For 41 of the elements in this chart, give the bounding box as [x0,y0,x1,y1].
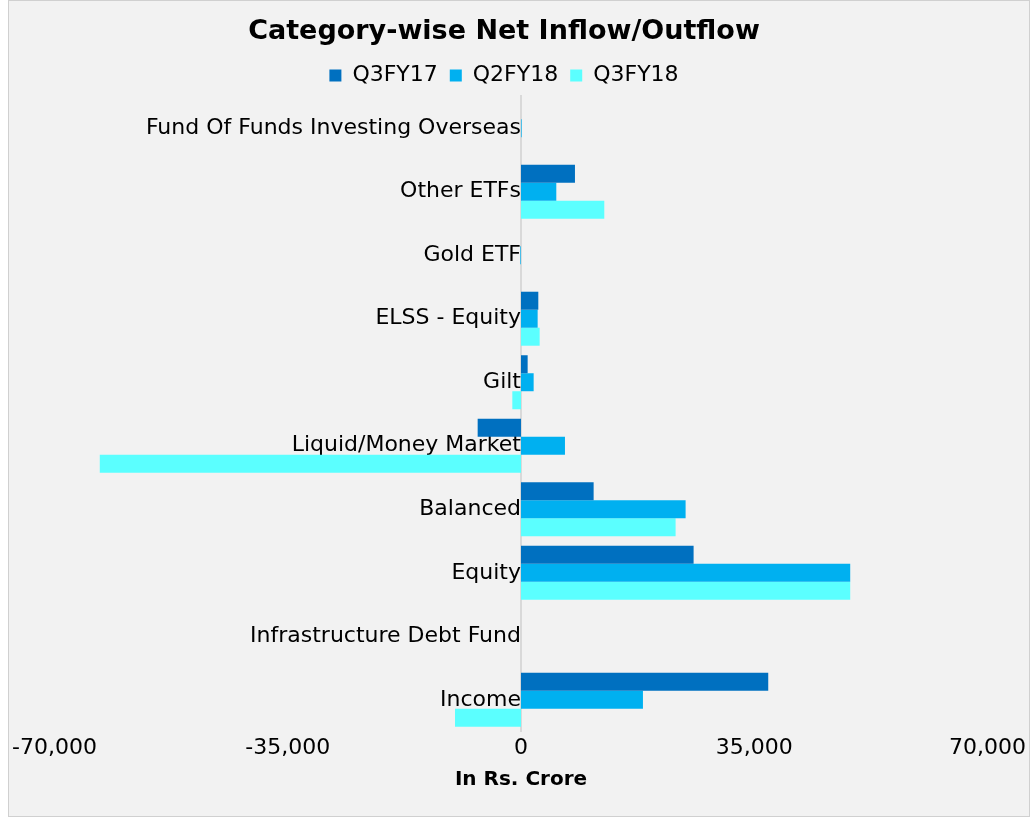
bar [520,436,565,455]
bar [520,309,538,328]
bar [520,373,534,392]
bar [520,581,851,600]
bar [520,545,694,564]
y-tick-label: Balanced [419,495,521,520]
bar [520,500,686,519]
y-tick-label: Other ETFs [400,177,521,203]
y-tick-label: Infrastructure Debt Fund [250,622,521,648]
bar [520,200,605,219]
y-tick-label: ELSS - Equity [375,304,521,330]
y-tick-label: Fund Of Funds Investing Overseas [145,113,521,139]
bar [99,454,521,473]
bar [455,708,521,727]
x-tick-label: 0 [513,733,528,759]
chart-title: Category-wise Net Inflow/Outflow [248,14,760,46]
x-tick-label: -35,000 [245,733,331,759]
legend-label: Q3FY17 [352,61,438,87]
bar [477,418,521,437]
y-tick-label: Gold ETF [423,240,521,266]
bar [520,182,557,201]
legend-label: Q2FY18 [472,61,559,87]
x-axis-title: In Rs. Crore [454,766,588,791]
bar [520,327,540,346]
y-tick-label: Liquid/Money Market [291,431,522,457]
bar [520,291,539,310]
bar [520,563,851,582]
bar [520,518,676,537]
y-tick-label: Equity [451,558,521,584]
bar [520,690,643,709]
x-tick-label: 35,000 [715,733,793,759]
bar [520,672,769,691]
bar [520,164,575,183]
bar [520,482,594,501]
bar [520,355,528,374]
legend-label: Q3FY18 [593,61,679,87]
bar [512,391,521,410]
y-tick-label: Income [440,685,521,711]
x-tick-label: -70,000 [12,733,97,759]
y-tick-label: Gilt [483,367,522,393]
x-tick-label: 70,000 [949,733,1026,759]
